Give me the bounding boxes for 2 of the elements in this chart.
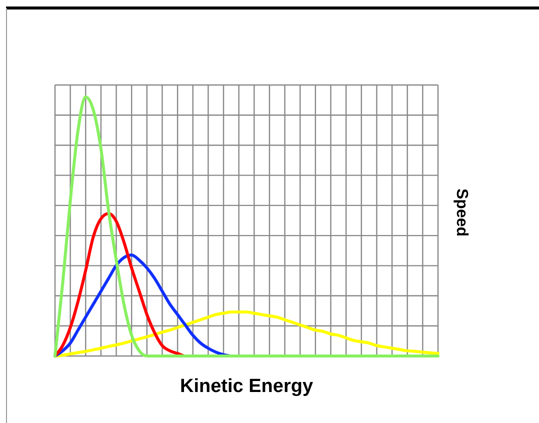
y-axis-title: Speed xyxy=(453,188,470,237)
x-axis-title: Kinetic Energy xyxy=(180,376,314,397)
